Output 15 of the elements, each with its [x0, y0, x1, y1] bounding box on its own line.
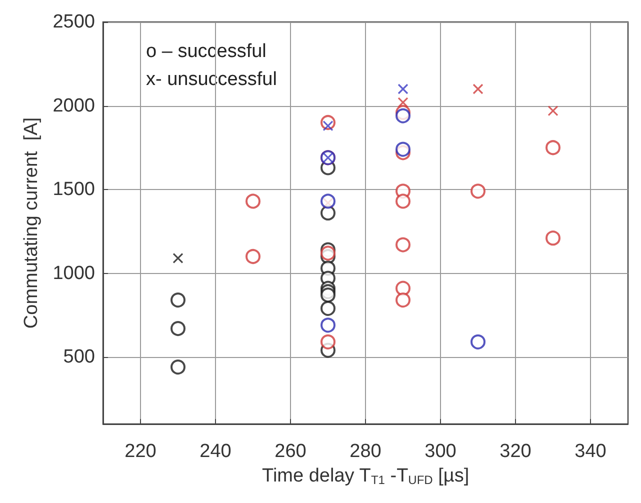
y-axis-title: Commutating current [A]	[21, 117, 42, 329]
x-tick-label: 240	[200, 441, 232, 462]
x-tick-label: 320	[500, 441, 532, 462]
x-tick-label: 340	[574, 441, 606, 462]
annotation: x- unsuccessful	[146, 69, 277, 90]
y-tick-label: 500	[63, 346, 95, 368]
y-tick-label: 1000	[52, 262, 95, 284]
x-tick-label: 280	[350, 441, 382, 462]
x-tick-label: 300	[424, 441, 456, 462]
annotation: o – successful	[146, 41, 266, 62]
x-tick-label: 220	[124, 441, 156, 462]
y-tick-label: 2500	[52, 12, 95, 32]
x-tick-label: 260	[274, 441, 306, 462]
y-tick-label: 1500	[52, 179, 95, 200]
y-tick-label: 2000	[52, 95, 95, 116]
